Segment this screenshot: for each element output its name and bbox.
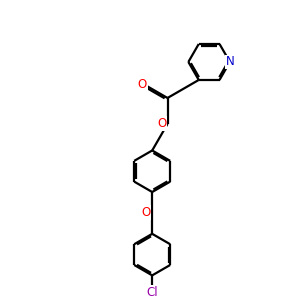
Text: O: O bbox=[137, 79, 147, 92]
Text: O: O bbox=[157, 117, 167, 130]
Text: Cl: Cl bbox=[146, 286, 158, 299]
Text: N: N bbox=[226, 56, 234, 68]
Text: O: O bbox=[141, 206, 151, 219]
